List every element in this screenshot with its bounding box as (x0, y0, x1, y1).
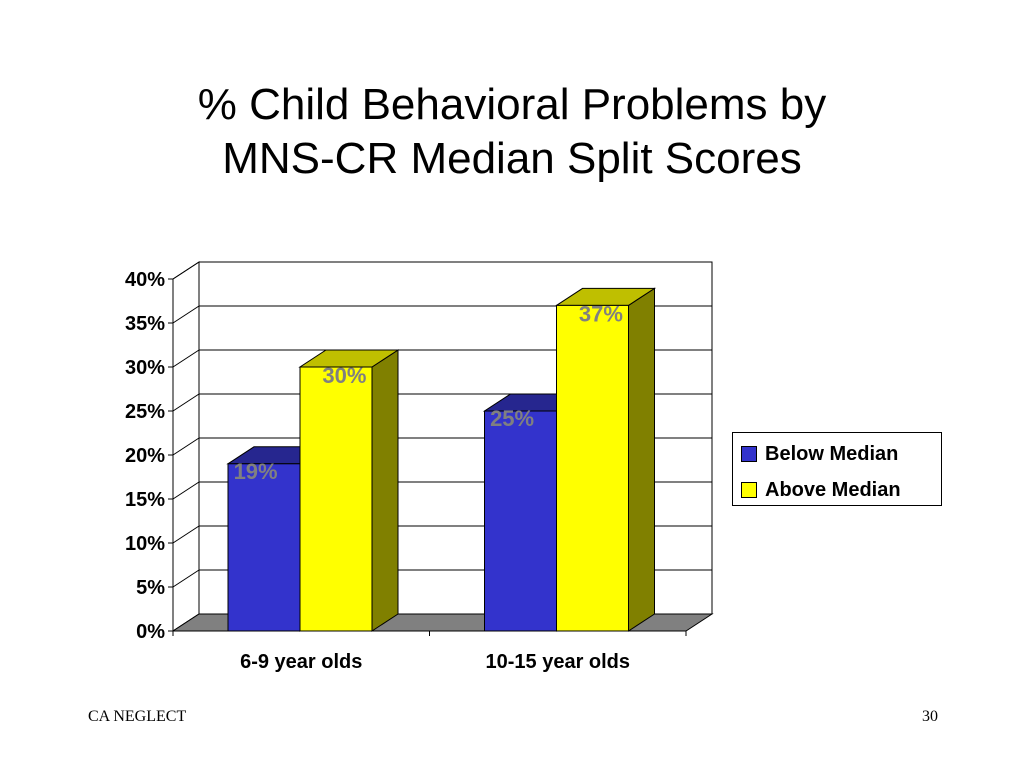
bar (484, 410, 557, 632)
data-label: 25% (490, 406, 534, 431)
legend-item-above-median: Above Median (741, 478, 901, 502)
x-category-label: 6-9 year olds (240, 651, 362, 673)
y-tick-label: 0% (136, 621, 165, 643)
bar (556, 304, 629, 632)
bar-side (628, 287, 655, 632)
side-wall-line (172, 481, 200, 500)
side-wall-line (172, 349, 200, 368)
legend-swatch-below-median (741, 446, 757, 462)
y-tick-label: 25% (125, 401, 165, 423)
y-tick-label: 10% (125, 533, 165, 555)
y-tick-label: 15% (125, 489, 165, 511)
bar-side (371, 349, 399, 632)
footer-left-text: CA NEGLECT (88, 708, 187, 725)
slide-number: 30 (922, 708, 938, 725)
bar (299, 366, 373, 632)
legend-swatch-above-median (741, 482, 757, 498)
side-wall-line (172, 437, 200, 456)
legend-label-below-median: Below Median (765, 442, 899, 465)
slide-title-line-1: % Child Behavioral Problems by (197, 80, 827, 129)
side-wall-line (172, 305, 200, 324)
y-tick-label: 5% (136, 577, 165, 599)
legend-label-above-median: Above Median (765, 478, 901, 501)
data-label: 37% (579, 301, 623, 326)
side-wall-line (172, 393, 200, 412)
data-label: 19% (234, 459, 278, 484)
bar (227, 463, 301, 632)
y-tick-label: 30% (125, 357, 165, 379)
x-category-label: 10-15 year olds (485, 651, 630, 673)
chart-legend: Below Median Above Median (732, 432, 942, 506)
y-tick-label: 35% (125, 313, 165, 335)
side-wall-line (172, 525, 200, 544)
y-tick-label: 40% (125, 269, 165, 291)
legend-item-below-median: Below Median (741, 442, 898, 466)
side-wall-line (172, 569, 200, 588)
data-label: 30% (322, 363, 366, 388)
slide-title-line-2: MNS-CR Median Split Scores (222, 134, 802, 183)
slide-title: % Child Behavioral Problems by MNS-CR Me… (0, 78, 1024, 186)
y-tick-label: 20% (125, 445, 165, 467)
